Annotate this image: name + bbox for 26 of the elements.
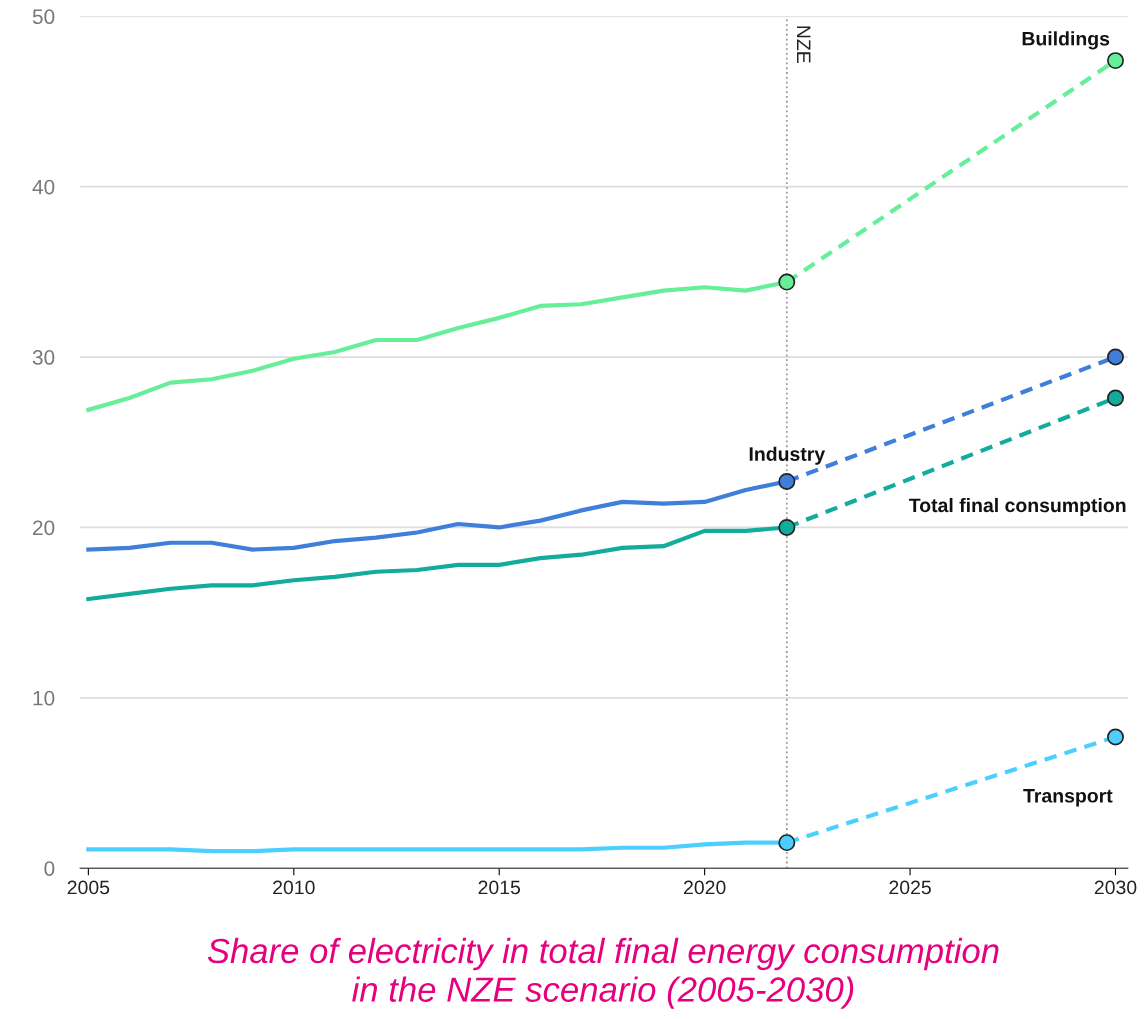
point — [1107, 728, 1124, 746]
series-label: Buildings — [1022, 31, 1110, 50]
y-tick-label: 50 — [32, 9, 55, 25]
x-tick-label: 2010 — [273, 880, 315, 895]
point — [778, 834, 796, 852]
y-tick-label: 30 — [32, 350, 55, 365]
point — [1107, 52, 1124, 70]
y-tick-label: 10 — [33, 690, 55, 706]
point — [778, 472, 796, 490]
y-tick-label: 0 — [44, 861, 55, 876]
x-tick-label: 2020 — [684, 880, 726, 895]
point — [1107, 389, 1124, 407]
series-label: Industry — [749, 446, 826, 465]
series-label: Total final consumption — [909, 497, 1126, 517]
x-tick-label: 2015 — [478, 880, 521, 895]
point — [778, 518, 796, 536]
series-label: Transport — [1023, 789, 1113, 807]
x-tick-label: 2005 — [67, 880, 110, 895]
x-tick-label: 2025 — [889, 880, 931, 895]
ref-line-label: NZE — [797, 26, 811, 63]
point — [1107, 348, 1124, 366]
text: Share of electricity in total final energy consumption in the NZE scenario (2005-2030) — [207, 937, 999, 1009]
y-tick-label: 40 — [32, 179, 55, 195]
point — [778, 273, 796, 291]
y-tick-label: 20 — [33, 520, 55, 536]
x-tick-label: 2030 — [1094, 880, 1137, 895]
